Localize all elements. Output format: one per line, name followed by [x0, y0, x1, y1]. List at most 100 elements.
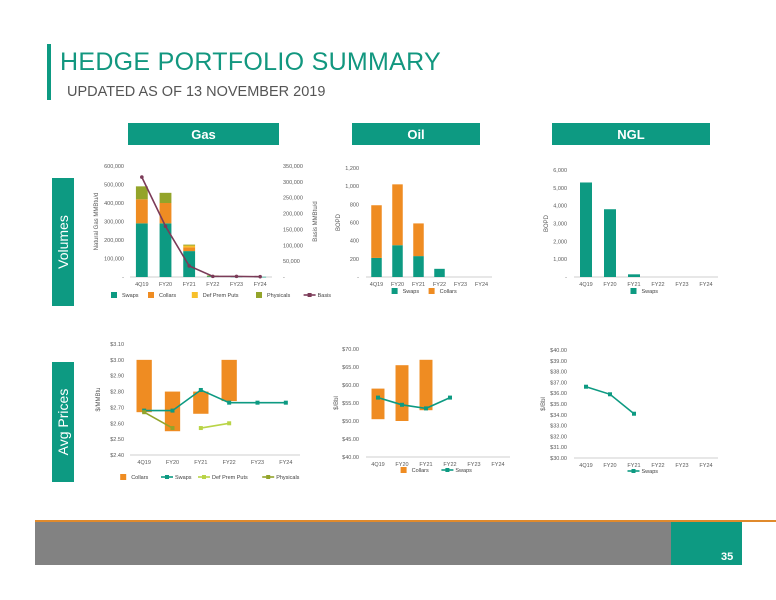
gas_volumes-bar	[135, 223, 148, 277]
gas_volumes-bar	[183, 247, 196, 252]
gas_volumes-x-tick-label: FY22	[206, 282, 219, 288]
gas_volumes-legend-label: Basis	[318, 293, 332, 299]
gas_prices-line-point	[170, 408, 175, 413]
oil_volumes-y-tick-label: 800	[350, 202, 359, 208]
ngl_volumes-y-tick-label: 3,000	[553, 222, 567, 228]
gas_prices-line-point	[255, 400, 260, 405]
oil_volumes-x-tick-label: FY20	[391, 282, 404, 288]
oil_prices-line-point	[424, 406, 428, 411]
gas_volumes-x-tick-label: 4Q19	[135, 282, 148, 288]
ngl_prices-y-tick-label: $31.00	[550, 445, 567, 451]
ngl_volumes-y-axis-label: BOPD	[544, 214, 550, 232]
gas_volumes-y2-tick-label: -	[283, 275, 285, 281]
oil_prices-range-bar	[371, 388, 385, 420]
title-accent-bar	[47, 44, 51, 100]
ngl_prices-x-tick-label: FY21	[627, 463, 640, 469]
ngl_prices-y-tick-label: $39.00	[550, 359, 567, 365]
oil_prices-legend-label: Collars	[412, 468, 429, 474]
ngl_prices-x-tick-label: FY23	[675, 463, 688, 469]
gas_prices-y-tick-label: $3.00	[110, 358, 124, 364]
gas_prices-range-bar	[221, 359, 237, 402]
ngl_volumes-x-tick-label: FY22	[651, 282, 664, 288]
gas_volumes-legend-marker	[307, 293, 312, 297]
column-header-ngl: NGL	[552, 123, 710, 145]
oil_prices-y-tick-label: $40.00	[342, 455, 359, 461]
ngl_prices-y-tick-label: $37.00	[550, 380, 567, 386]
gas_prices-series-line	[144, 389, 286, 412]
gas_volumes-bar	[135, 199, 148, 224]
ngl_volumes-bar	[580, 182, 592, 277]
gas_volumes-y2-axis-label: Basis MMBtu/d	[313, 201, 319, 241]
oil_volumes-y-tick-label: 1,000	[345, 184, 359, 190]
oil_volumes-bar	[413, 223, 424, 257]
oil_volumes-y-tick-label: -	[357, 275, 359, 281]
gas_prices-y-tick-label: $2.80	[110, 390, 124, 396]
gas_volumes-y-tick-label: 600,000	[104, 164, 124, 170]
ngl_volumes-y-tick-label: 5,000	[553, 186, 567, 192]
gas_prices-x-tick-label: FY20	[166, 460, 179, 466]
ngl_prices-y-tick-label: $30.00	[550, 456, 567, 462]
ngl_prices-y-tick-label: $34.00	[550, 413, 567, 419]
oil_prices-x-tick-label: FY21	[419, 462, 432, 468]
gas_volumes-legend-label: Def Prem Puts	[203, 293, 239, 299]
ngl_prices-line-point	[608, 392, 612, 397]
gas_volumes-bar	[135, 186, 148, 200]
oil_volumes-x-tick-label: FY22	[433, 282, 446, 288]
oil_volumes-legend-label: Collars	[440, 289, 457, 295]
gas_volumes-y-tick-label: 300,000	[104, 220, 124, 226]
gas_volumes-bar	[183, 244, 196, 246]
ngl_volumes-legend-label: Swaps	[642, 289, 659, 295]
ngl_prices-y-tick-label: $36.00	[550, 391, 567, 397]
page-number: 35	[721, 551, 734, 563]
ngl_volumes-x-tick-label: FY20	[603, 282, 616, 288]
gas_prices-x-tick-label: FY22	[223, 460, 236, 466]
gas_volumes-y-tick-label: 400,000	[104, 201, 124, 207]
gas_volumes-legend-swatch	[191, 292, 198, 298]
oil_prices-x-tick-label: FY22	[443, 462, 456, 468]
oil_prices-y-axis-label: $/Bbl	[334, 396, 340, 410]
oil_volumes-legend-swatch	[391, 288, 398, 294]
gas_volumes-legend-swatch	[111, 292, 117, 298]
ngl_prices-line-point	[584, 384, 588, 389]
oil_prices-x-tick-label: FY24	[491, 462, 504, 468]
gas_volumes-y-tick-label: -	[122, 275, 124, 281]
ngl_prices-y-tick-label: $32.00	[550, 434, 567, 440]
gas_volumes-bar	[159, 223, 172, 277]
ngl_prices-y-tick-label: $38.00	[550, 370, 567, 376]
gas_prices-legend-marker	[202, 475, 206, 479]
gas_prices-legend-label: Collars	[131, 475, 148, 481]
gas_prices-range-bar	[193, 391, 209, 414]
oil_prices-y-tick-label: $65.00	[342, 365, 359, 371]
gas_prices-y-tick-label: $2.50	[110, 437, 124, 443]
oil_volumes-x-tick-label: FY24	[475, 282, 488, 288]
gas_volumes-y2-tick-label: 150,000	[283, 227, 303, 233]
ngl_prices-line-point	[632, 411, 636, 416]
gas_prices-line-point	[227, 421, 232, 426]
gas_volumes-line-point	[140, 175, 144, 179]
gas_volumes-y2-tick-label: 50,000	[283, 259, 300, 265]
gas_prices-legend-marker	[266, 475, 271, 479]
gas_volumes-y-axis-label: Natural Gas MMBtu/d	[94, 193, 100, 251]
oil_volumes-legend-label: Swaps	[403, 289, 420, 295]
oil_prices-y-tick-label: $50.00	[342, 419, 359, 425]
oil_volumes-bar	[392, 184, 403, 246]
ngl_prices-y-tick-label: $33.00	[550, 424, 567, 430]
oil_prices-x-tick-label: FY23	[467, 462, 480, 468]
oil_prices-line-point	[376, 395, 380, 400]
ngl_volumes-x-tick-label: 4Q19	[579, 282, 592, 288]
gas_volumes-bar	[183, 251, 196, 277]
ngl_volumes-bar	[604, 209, 616, 277]
gas_volumes-bar	[159, 203, 172, 224]
gas_prices-x-tick-label: 4Q19	[137, 460, 150, 466]
ngl_prices-x-tick-label: 4Q19	[579, 463, 592, 469]
ngl_prices-legend-marker	[631, 469, 636, 473]
ngl_volumes-bar	[628, 274, 640, 277]
footer-bar	[35, 520, 671, 565]
oil_prices-y-tick-label: $45.00	[342, 437, 359, 443]
gas_prices-y-axis-label: $/MMBtu	[96, 387, 102, 411]
ngl_volumes-x-tick-label: FY24	[699, 282, 712, 288]
ngl_volumes-legend-swatch	[630, 288, 637, 294]
gas_prices-legend-label: Swaps	[175, 475, 192, 481]
gas_volumes-line-point	[163, 224, 168, 229]
oil_prices-legend-label: Swaps	[455, 468, 472, 474]
